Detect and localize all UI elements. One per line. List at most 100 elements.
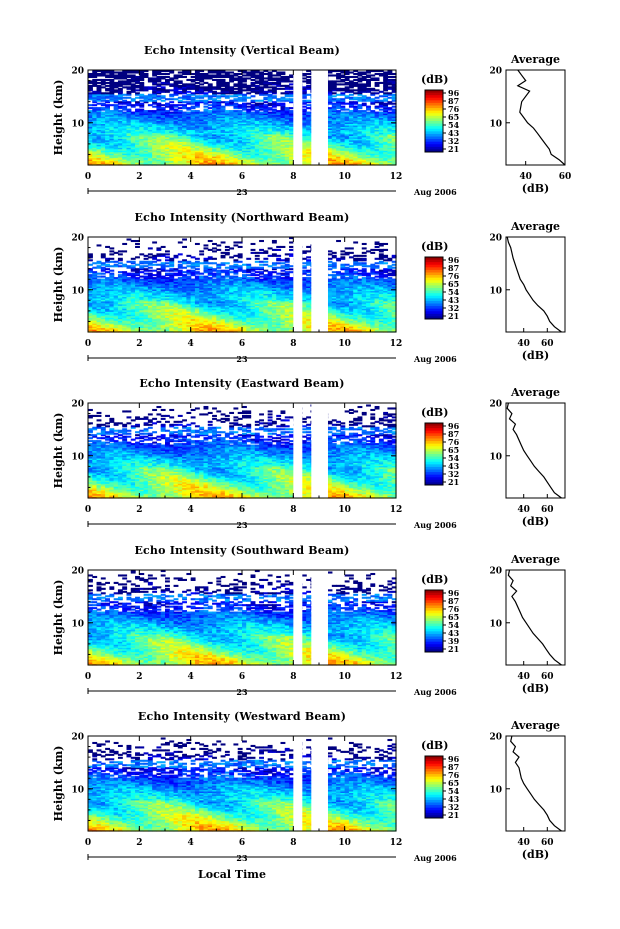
- heatmap-cell: [361, 123, 367, 126]
- heatmap-cell: [212, 153, 217, 156]
- heatmap-cell: [194, 70, 200, 73]
- heatmap-cell: [250, 127, 256, 130]
- heatmap-cell: [233, 162, 239, 165]
- heatmap-cell: [284, 99, 290, 102]
- heatmap-cell: [216, 148, 222, 151]
- heatmap-cell: [122, 277, 128, 280]
- heatmap-cell: [152, 321, 158, 324]
- heatmap-cell: [147, 111, 153, 114]
- heatmap-cell: [92, 290, 98, 293]
- heatmap-cell: [237, 75, 243, 79]
- heatmap-cell: [366, 132, 371, 135]
- heatmap-cell: [212, 104, 217, 107]
- heatmap-cell: [361, 98, 367, 101]
- heatmap-cell: [233, 90, 239, 93]
- heatmap-cell: [117, 327, 123, 330]
- heatmap-cell: [156, 247, 162, 250]
- heatmap-cell: [353, 105, 359, 108]
- heatmap-cell: [361, 71, 367, 74]
- heatmap-cell: [100, 299, 106, 302]
- heatmap-cell: [147, 287, 153, 290]
- heatmap-cell: [96, 111, 102, 114]
- heatmap-cell: [156, 150, 162, 153]
- heatmap-cell: [126, 293, 132, 296]
- heatmap-cell: [100, 107, 106, 110]
- heatmap-cell: [289, 101, 294, 104]
- heatmap-cell: [186, 90, 192, 93]
- heatmap-cell: [173, 124, 179, 127]
- heatmap-cell: [100, 74, 106, 77]
- heatmap-cell: [109, 104, 115, 107]
- heatmap-cell: [374, 157, 380, 160]
- heatmap-cell: [122, 127, 128, 130]
- heatmap-cell: [344, 83, 350, 86]
- heatmap-cell: [126, 144, 132, 147]
- heatmap-cell: [173, 268, 179, 271]
- heatmap-cell: [387, 154, 393, 157]
- heatmap-cell: [156, 327, 162, 330]
- heatmap-cell: [301, 72, 307, 76]
- heatmap-cell: [242, 148, 247, 151]
- heatmap-cell: [263, 162, 269, 165]
- heatmap-cell: [331, 105, 337, 108]
- heatmap-cell: [160, 83, 166, 86]
- heatmap-cell: [340, 87, 346, 90]
- heatmap-cell: [173, 154, 179, 157]
- heatmap-cell: [126, 141, 132, 144]
- heatmap-cell: [327, 120, 333, 123]
- heatmap-cell: [96, 162, 102, 165]
- heatmap-cell: [135, 245, 140, 248]
- heatmap-cell: [147, 114, 153, 117]
- heatmap-cell: [229, 135, 235, 138]
- heatmap-cell: [156, 323, 162, 326]
- heatmap-cell: [100, 151, 106, 154]
- heatmap-cell: [391, 80, 397, 83]
- heatmap-cell: [88, 86, 93, 89]
- heatmap-cell: [143, 141, 149, 144]
- heatmap-cell: [96, 154, 102, 157]
- heatmap-cell: [100, 314, 106, 317]
- heatmap-cell: [263, 144, 269, 147]
- heatmap-cell: [383, 98, 389, 101]
- heatmap-cell: [199, 95, 205, 98]
- heatmap-cell: [160, 159, 166, 162]
- heatmap-cell: [370, 118, 376, 122]
- heatmap-cell: [117, 75, 123, 79]
- heatmap-cell: [160, 290, 166, 293]
- heatmap-cell: [122, 326, 128, 329]
- heatmap-cell: [92, 151, 98, 154]
- heatmap-cell: [190, 157, 196, 160]
- heatmap-cell: [374, 116, 380, 119]
- heatmap-cell: [331, 144, 337, 147]
- heatmap-cell: [246, 123, 252, 126]
- heatmap-cell: [229, 77, 235, 80]
- heatmap-cell: [113, 145, 119, 148]
- heatmap-cell: [139, 309, 145, 312]
- heatmap-cell: [353, 124, 359, 127]
- heatmap-cell: [169, 142, 175, 145]
- heatmap-cell: [160, 77, 166, 80]
- heatmap-cell: [152, 135, 158, 138]
- heatmap-cell: [156, 277, 162, 280]
- heatmap-cell: [242, 107, 247, 110]
- heatmap-cell: [199, 136, 205, 139]
- heatmap-cell: [348, 124, 354, 127]
- heatmap-cell: [173, 291, 179, 294]
- heatmap-cell: [100, 116, 106, 119]
- heatmap-cell: [173, 290, 179, 293]
- heatmap-cell: [126, 151, 132, 154]
- heatmap-cell: [242, 93, 247, 96]
- heatmap-cell: [216, 144, 222, 147]
- heatmap-cell: [190, 160, 196, 163]
- heatmap-cell: [139, 327, 145, 330]
- heatmap-cell: [165, 284, 170, 287]
- heatmap-cell: [194, 138, 200, 141]
- heatmap-cell: [186, 133, 192, 136]
- heatmap-cell: [374, 77, 380, 80]
- heatmap-cell: [207, 141, 213, 144]
- heatmap-cell: [374, 105, 380, 108]
- heatmap-cell: [117, 145, 123, 148]
- heatmap-cell: [177, 132, 183, 135]
- heatmap-cell: [113, 129, 119, 132]
- heatmap-cell: [383, 127, 389, 130]
